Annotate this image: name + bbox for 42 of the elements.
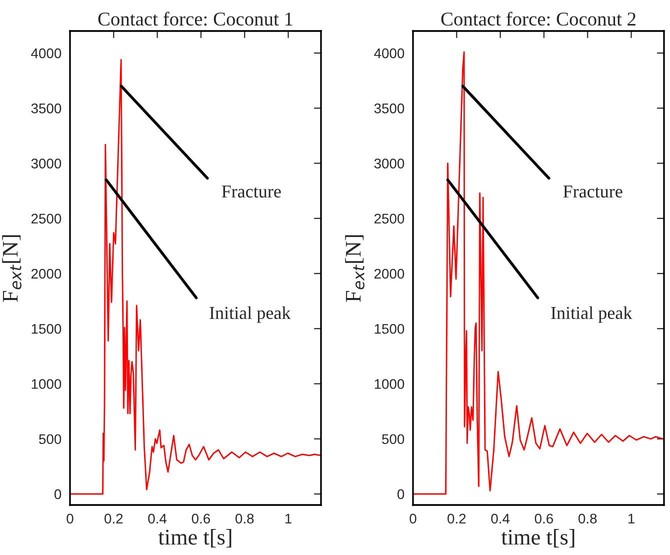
annotation: Initial peak bbox=[551, 306, 632, 323]
annotation: Initial peak bbox=[210, 306, 291, 323]
y-tick-label: 3500 bbox=[31, 103, 62, 114]
chart-title: Contact force: Coconut 1 bbox=[98, 12, 292, 26]
annotation: Fracture bbox=[563, 186, 622, 198]
y-tick-label: 0 bbox=[397, 489, 404, 500]
y-tick-label: 4000 bbox=[31, 48, 62, 58]
y-tick-label: 2000 bbox=[374, 268, 404, 279]
y-tick-label: 4000 bbox=[374, 48, 404, 58]
chart-title: Contact force: Coconut 2 bbox=[441, 12, 636, 26]
y-tick-label: 1000 bbox=[32, 379, 62, 389]
line-series bbox=[70, 58, 321, 495]
y-tick-label: 500 bbox=[382, 434, 404, 444]
y-tick-label: 3000 bbox=[374, 158, 404, 168]
y-tick-label: 1000 bbox=[374, 379, 404, 389]
x-tick-label: 0.8 bbox=[236, 514, 254, 524]
line-series bbox=[413, 51, 664, 495]
x-tick-label: 0.6 bbox=[192, 514, 210, 524]
x-tick-label: 0.8 bbox=[578, 514, 597, 524]
x-tick-label: 0.6 bbox=[534, 514, 553, 524]
y-tick-label: 2500 bbox=[374, 214, 404, 224]
x-tick-label: 0.2 bbox=[448, 514, 466, 524]
x-axis-title: time t[s] bbox=[501, 529, 574, 548]
y-tick-label: 1500 bbox=[374, 324, 404, 334]
y-axis-title: F$_{ext}$[N] bbox=[345, 235, 364, 302]
y-tick-label: 500 bbox=[39, 434, 62, 444]
x-tick-label: 1 bbox=[285, 514, 292, 524]
x-tick-label: 1 bbox=[628, 514, 634, 524]
x-tick-label: 0 bbox=[66, 514, 74, 524]
y-axis-title: F$_{ext}$[N] bbox=[2, 235, 22, 302]
y-tick-label: 3000 bbox=[31, 158, 62, 168]
y-tick-label: 3500 bbox=[374, 103, 404, 114]
x-tick-label: 0.2 bbox=[104, 514, 123, 524]
x-tick-label: 0.4 bbox=[491, 514, 510, 524]
y-tick-label: 2500 bbox=[31, 214, 62, 224]
x-axis-title: time t[s] bbox=[158, 529, 232, 548]
y-tick-label: 0 bbox=[54, 489, 62, 500]
y-tick-label: 2000 bbox=[31, 268, 62, 279]
x-tick-label: 0 bbox=[410, 514, 416, 524]
annotation: Fracture bbox=[222, 186, 281, 198]
y-tick-label: 1500 bbox=[32, 324, 62, 334]
x-tick-label: 0.4 bbox=[148, 514, 167, 524]
